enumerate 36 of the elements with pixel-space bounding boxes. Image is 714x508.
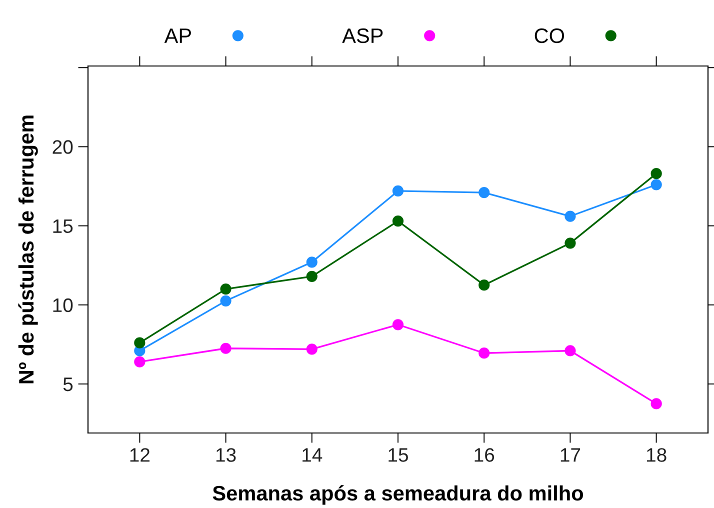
point — [306, 344, 318, 355]
point — [220, 295, 232, 306]
legend-label: ASP — [342, 28, 383, 44]
legend-label: CO — [534, 28, 564, 44]
y-tick-label: 10 — [53, 298, 73, 312]
point — [306, 256, 318, 268]
x-tick-label: 14 — [302, 448, 322, 462]
point — [478, 280, 490, 291]
point — [392, 215, 404, 227]
x-tick-label: 18 — [647, 448, 666, 462]
x-tick-label: 12 — [130, 448, 150, 462]
point — [306, 270, 318, 282]
point — [220, 342, 232, 354]
legend-label: AP — [164, 28, 191, 43]
x-axis-title: Semanas após a semeadura do milho — [212, 485, 584, 505]
x-tick-label: 13 — [216, 448, 236, 462]
point — [564, 238, 576, 249]
point — [134, 356, 146, 368]
y-tick-label: 15 — [53, 219, 73, 234]
point — [220, 283, 232, 295]
point — [564, 210, 576, 222]
point — [650, 179, 662, 190]
y-axis-title: Nº de pústulas de ferrugem — [18, 116, 38, 384]
point — [478, 348, 490, 359]
point — [564, 345, 576, 356]
point — [392, 319, 404, 330]
point — [392, 185, 404, 197]
point — [478, 186, 490, 198]
point — [650, 168, 662, 180]
x-tick-label: 15 — [388, 448, 408, 462]
point — [650, 398, 662, 410]
y-tick-label: 5 — [63, 378, 73, 392]
y-tick-label: 20 — [52, 140, 73, 154]
x-tick-label: 17 — [560, 448, 580, 462]
x-tick-label: 16 — [474, 448, 494, 462]
point — [134, 337, 146, 348]
